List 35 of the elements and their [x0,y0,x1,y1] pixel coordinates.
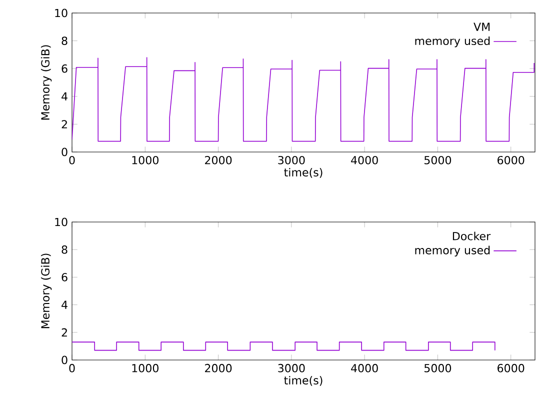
y-tick-label: 8 [62,245,68,254]
x-tick-label: 3000 [278,364,305,372]
x-tick-label: 5000 [424,364,452,372]
x-tick-label: 3000 [278,156,305,164]
y-tick-label: 8 [62,36,68,45]
x-axis-title: time(s) [284,168,322,178]
y-axis-title: Memory (GiB) [40,45,52,120]
x-tick-label: 1000 [132,156,158,164]
y-tick-label: 4 [62,300,68,309]
x-tick-label: 0 [69,364,75,372]
x-tick-label: 0 [69,156,75,164]
y-tick-label: 4 [62,92,68,100]
x-tick-label: 6000 [498,156,524,164]
x-tick-label: 4000 [351,364,378,372]
y-tick-label: 10 [55,218,68,226]
legend-label: memory used [415,36,490,48]
y-tick-label: 2 [62,120,67,128]
legend-label: memory used [415,246,490,257]
y-tick-label: 6 [62,64,68,73]
y-tick-label: 0 [62,356,68,364]
legend-title: Docker [452,232,491,240]
x-tick-label: 2000 [205,364,232,372]
line-series [72,57,535,142]
x-tick-label: 2000 [205,156,232,164]
y-tick-label: 6 [62,273,68,282]
legend-title: VM [474,22,490,31]
y-axis-title: Memory (GiB) [40,254,52,328]
y-tick-label: 0 [62,148,68,156]
x-tick-label: 5000 [424,156,452,164]
y-tick-label: 2 [62,328,67,336]
x-tick-label: 6000 [498,364,524,372]
x-axis-title: time(s) [284,376,322,386]
x-tick-label: 1000 [132,364,158,372]
x-tick-label: 4000 [351,156,378,164]
y-tick-label: 10 [55,8,68,18]
